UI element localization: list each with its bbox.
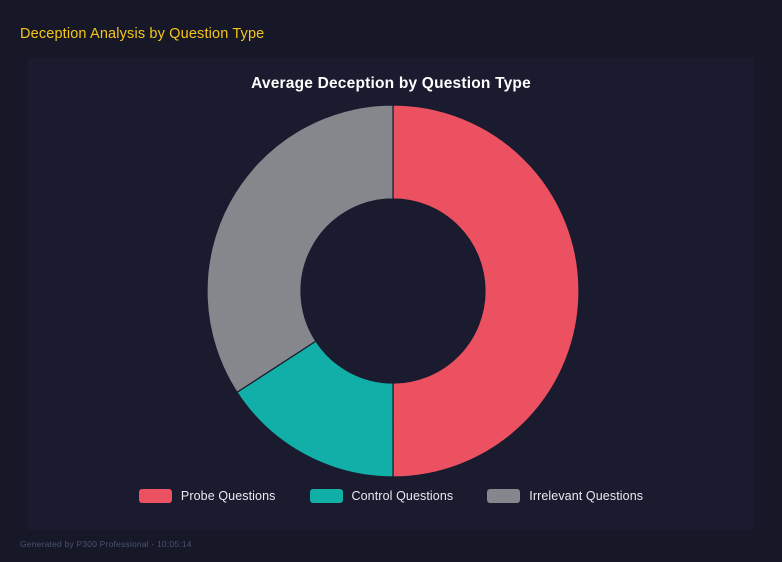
legend-color-swatch (309, 489, 343, 503)
legend-item[interactable]: Irrelevant Questions (487, 489, 643, 503)
legend-item[interactable]: Probe Questions (138, 489, 276, 503)
donut-chart-svg (206, 104, 580, 478)
donut-slice-group (206, 104, 580, 478)
legend-label: Irrelevant Questions (529, 489, 644, 503)
donut-slice[interactable] (392, 104, 580, 478)
legend-item[interactable]: Control Questions (309, 489, 454, 503)
donut-slice[interactable] (236, 340, 394, 478)
page-title: Deception Analysis by Question Type (20, 26, 265, 42)
legend-label: Probe Questions (180, 489, 276, 503)
legend-label: Control Questions (351, 489, 454, 503)
chart-title: Average Deception by Question Type (251, 75, 531, 92)
legend-color-swatch (138, 489, 172, 503)
footer-generated-by: Generated by P300 Professional - 10:05:1… (20, 539, 192, 549)
chart-legend: Probe Questions Control Questions Irreleva… (28, 489, 754, 503)
donut-slice[interactable] (206, 104, 394, 393)
chart-panel: Average Deception by Question Type Probe… (28, 58, 754, 530)
legend-color-swatch (487, 489, 521, 503)
